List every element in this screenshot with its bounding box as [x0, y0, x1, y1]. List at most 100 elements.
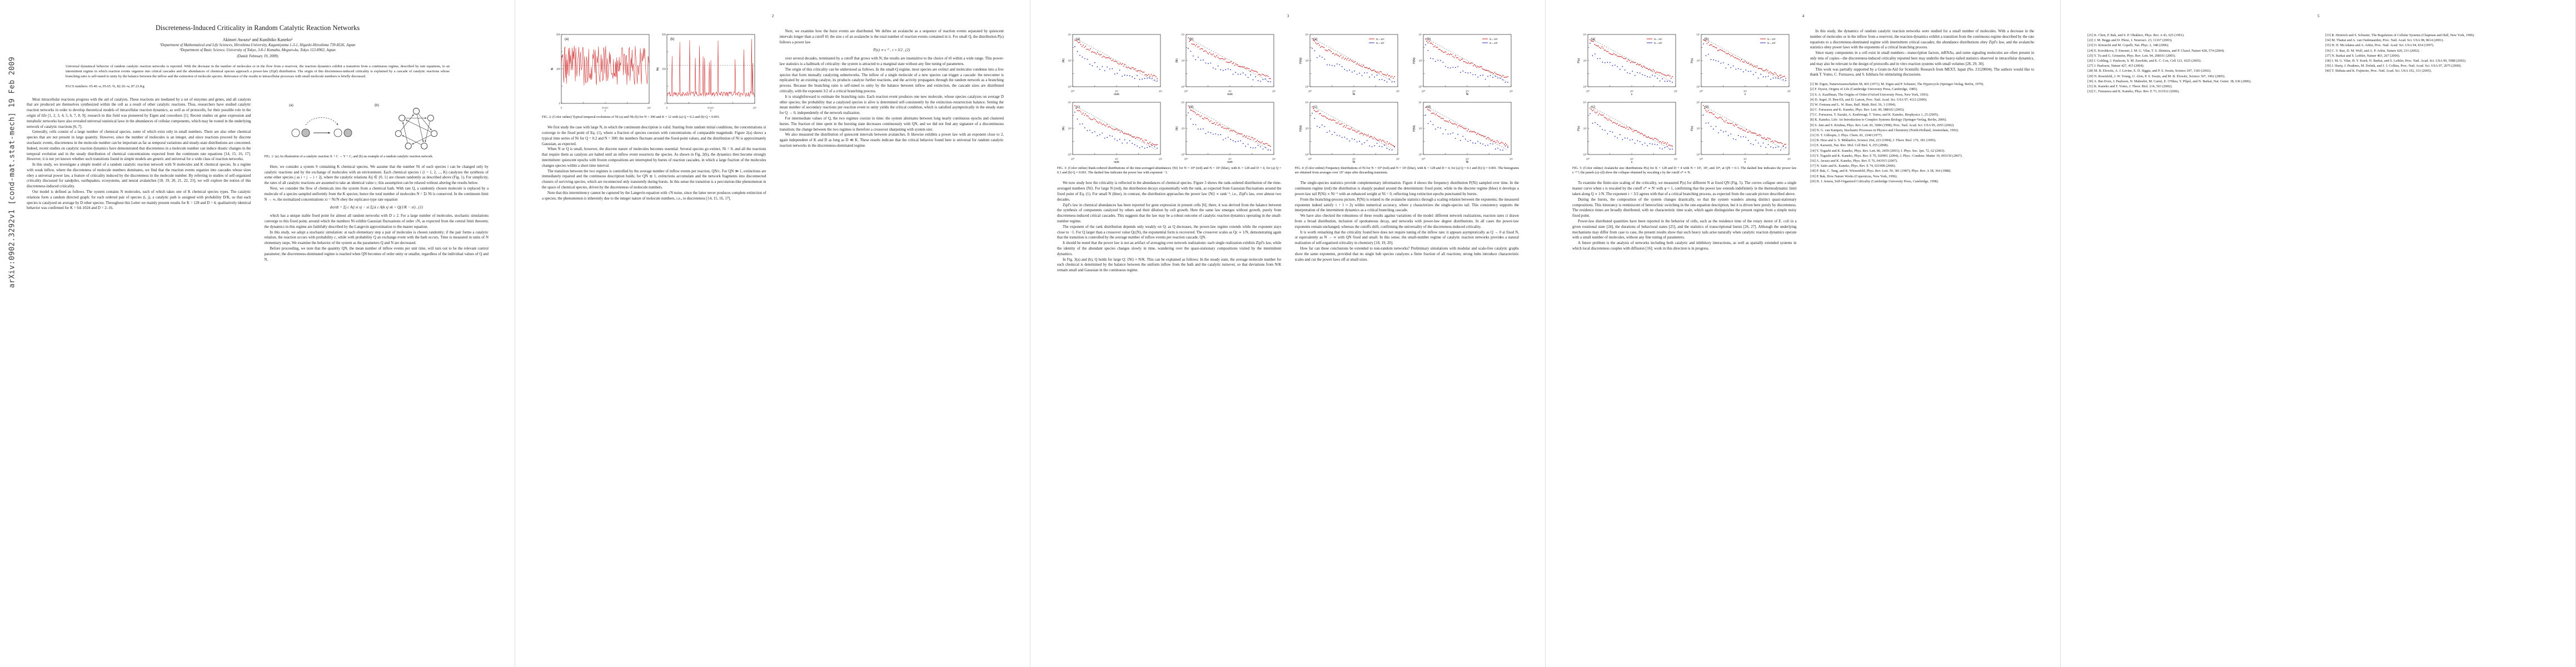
svg-text:P(Ni): P(Ni)	[1413, 125, 1416, 132]
svg-text:rank: rank	[1114, 161, 1119, 163]
svg-text:10¹: 10¹	[1743, 90, 1747, 93]
paragraph: Since many components in a cell exist in…	[1810, 51, 2035, 66]
page2-column-right: Next, we examine how the burst events ar…	[780, 29, 1004, 640]
paper-header: Discreteness-Induced Criticality in Rand…	[0, 23, 515, 88]
figure-3-panel-a: 10⁰ 10¹ 10² 10⁰ 10² 10⁴ (a) rank ⟨Ni⟩	[1061, 30, 1164, 96]
abstract: Universal dynamical behavior of random c…	[66, 64, 450, 79]
references-page4: [1] M. Eigen, Naturwissenschaften 58, 46…	[1810, 82, 2035, 184]
svg-text:10²: 10²	[1396, 90, 1400, 93]
svg-text:10⁰: 10⁰	[1583, 153, 1587, 156]
svg-text:10¹: 10¹	[1228, 90, 1232, 93]
figure-3-panel-c: 10⁰ 10¹ 10² 10⁰ 10² 10⁴ (c) rank ⟨Ni⟩	[1061, 98, 1164, 163]
dated-line: (Dated: February 19, 2009)	[237, 54, 278, 59]
reference-entry: [20] H. J. Jensen, Self-Organized Critic…	[1810, 179, 1939, 183]
paragraph: When N or Q is small, however, the discr…	[542, 147, 766, 168]
svg-text:s: s	[1744, 93, 1746, 96]
figure-2: 0 5×10⁴ 10⁵ 0 150 300 (a) t Ni 0 5×10⁴ 10⁵ 0 150 300 (…	[542, 30, 766, 120]
figure-1-diagram: (a) (b)	[285, 98, 469, 152]
reference-entry: [13] E. Karsenti, Nat. Rev. Mol. Cell Bi…	[1810, 143, 1889, 148]
figure-2-panel-b: 0 5×10⁴ 10⁵ 0 150 300 (b) t Nk	[655, 30, 758, 112]
svg-text:(b): (b)	[375, 103, 379, 107]
reference-entry: [29] N. Rosenfeld, J. W. Young, U. Alon,…	[2087, 74, 2225, 78]
reference-entry: [40] T. Shibata and K. Fujimoto, Proc. N…	[2325, 69, 2432, 73]
page4-left-text: To examine the finite-size scaling of th…	[1572, 181, 1797, 251]
svg-text:(a): (a)	[289, 103, 293, 107]
reference-entry: [32] C. Furusawa and K. Kaneko, Phys. Re…	[2087, 89, 2180, 94]
svg-text:0: 0	[664, 102, 666, 105]
paragraph: Here, we consider a system S containing …	[264, 165, 489, 186]
reference-entry: [34] M. Thattai and A. van Oudenaarden, …	[2325, 38, 2444, 43]
svg-text:10²: 10²	[1159, 90, 1163, 93]
svg-text:10¹: 10¹	[1115, 158, 1119, 161]
reference-entry: [11] D. T. Gillespie, J. Phys. Chem. 81,…	[1810, 133, 1883, 138]
svg-text:10⁰: 10⁰	[1583, 86, 1587, 88]
reference-entry: [15] Y. Togashi and K. Kaneko, Phys. Rev…	[1810, 153, 1963, 158]
svg-text:P(Ni): P(Ni)	[1299, 125, 1303, 132]
svg-text:10¹: 10¹	[1352, 90, 1356, 93]
svg-text:10⁰: 10⁰	[1184, 90, 1188, 93]
svg-text:10⁴: 10⁴	[1181, 33, 1185, 36]
svg-text:10²: 10²	[1509, 158, 1513, 161]
svg-text:P(s): P(s)	[1691, 126, 1694, 131]
svg-text:10⁰: 10⁰	[1306, 153, 1309, 156]
paragraph: which has a unique stable fixed point fo…	[264, 214, 489, 229]
paragraph: In this study, the dynamics of random ca…	[1810, 29, 2035, 50]
svg-text:10¹: 10¹	[1743, 158, 1747, 161]
svg-text:(c): (c)	[1076, 106, 1080, 109]
svg-text:⟨Ni⟩: ⟨Ni⟩	[1175, 58, 1179, 63]
reference-entry: [27] J. Paulsson, Nature 427, 415 (2004)…	[2087, 64, 2145, 68]
page-number-3: 3	[1287, 13, 1289, 18]
reference-entry: [8] K. Kaneko, Life: An Introduction to …	[1810, 118, 1947, 122]
svg-text:s: s	[1744, 161, 1746, 163]
svg-text:P(s): P(s)	[1577, 126, 1581, 131]
svg-text:10⁰: 10⁰	[1419, 153, 1423, 156]
figure-3-caption: FIG. 3: (Color online) Rank-ordered dist…	[1057, 167, 1282, 175]
reference-entry: [4] D. Segré, D. Ben-Eli, and D. Lancet,…	[1810, 97, 1927, 102]
paragraph: We have also checked the robustness of t…	[1294, 214, 1519, 229]
equation-1: dxi/dt = Σj c Aij xi xj − xi Σj,k c Ajk …	[330, 206, 423, 210]
page-number-2: 2	[771, 13, 774, 18]
svg-text:10⁵: 10⁵	[753, 107, 756, 109]
svg-text:10⁰: 10⁰	[1068, 86, 1072, 88]
reference-entry: [12] B. Hess and A. S. Mikhailov, Scienc…	[1810, 138, 1936, 143]
svg-text:⟨Ni⟩: ⟨Ni⟩	[1062, 58, 1065, 63]
svg-text:10¹: 10¹	[1352, 158, 1356, 161]
svg-text:P(s): P(s)	[1577, 58, 1581, 63]
svg-text:10⁵: 10⁵	[647, 107, 651, 109]
svg-text:Ni: Ni	[1353, 161, 1356, 163]
svg-text:10⁰: 10⁰	[1586, 90, 1590, 93]
svg-text:10⁰: 10⁰	[1306, 86, 1309, 88]
page1-right-text-a: Here, we consider a system S containing …	[265, 165, 489, 203]
svg-text:(b): (b)	[1189, 38, 1193, 41]
paragraph: Generally, cells consist of a large numb…	[27, 130, 251, 162]
paragraph: To examine the finite-size scaling of th…	[1572, 181, 1797, 197]
figure-5: 10⁰ 10¹ 10² 10⁰ 10² 10⁴ (a) s P(s) N = 10⁴ N = 10²…	[1572, 30, 1797, 175]
svg-text:10²: 10²	[1068, 127, 1072, 130]
page5-columns: [21] K. Chen, P. Bak, and S. P. Obukhov,…	[2061, 29, 2576, 640]
svg-text:10⁰: 10⁰	[1181, 86, 1185, 88]
authors-line: Akinori Awazu¹ and Kunihiko Kaneko²	[222, 37, 293, 43]
svg-text:10¹: 10¹	[1466, 90, 1469, 93]
svg-text:10⁰: 10⁰	[1184, 158, 1188, 161]
reference-entry: [17] N. Saito and K. Kaneko, Phys. Rev. …	[1810, 164, 1896, 168]
page3-column-left: 10⁰ 10¹ 10² 10⁰ 10² 10⁴ (a) rank ⟨Ni⟩ 10⁰ 10¹ 10² 1…	[1057, 29, 1282, 640]
page-3: 3 10⁰ 10¹ 10² 10⁰ 10² 10⁴ (a) rank ⟨Ni⟩ 10⁰ 10¹ 10…	[1030, 0, 1546, 667]
reference-entry: [30] A. Bar-Even, J. Paulsson, N. Mahesh…	[2087, 79, 2251, 83]
reference-entry: [37] N. Barkai and S. Leibler, Nature 40…	[2325, 53, 2400, 58]
svg-text:N = 10⁴: N = 10⁴	[1654, 38, 1662, 41]
pacs-line: PACS numbers: 05.40.-a, 05.65.+b, 82.20.…	[66, 84, 145, 88]
svg-text:10⁰: 10⁰	[1696, 86, 1700, 88]
figure-1: (a) (b) FIG. 1: (a) An illustration of a …	[265, 98, 489, 159]
svg-text:10⁴: 10⁴	[1696, 101, 1700, 104]
svg-text:⟨Ni⟩: ⟨Ni⟩	[1175, 126, 1179, 131]
svg-text:10²: 10²	[1306, 127, 1309, 130]
paragraph: The transition between the two regimes i…	[542, 169, 766, 190]
reference-entry: [16] A. Awazu and K. Kaneko, Phys. Rev. …	[1810, 158, 1898, 163]
svg-text:N = 10²: N = 10²	[1489, 42, 1498, 44]
page1-columns: Most intracellular reactions progress wi…	[0, 97, 515, 565]
arxiv-stamp: arXiv:0902.3292v1 [cond-mat.stat-mech] 1…	[8, 56, 17, 288]
paragraph: From the branching-process picture, P(Ni…	[1294, 197, 1519, 213]
